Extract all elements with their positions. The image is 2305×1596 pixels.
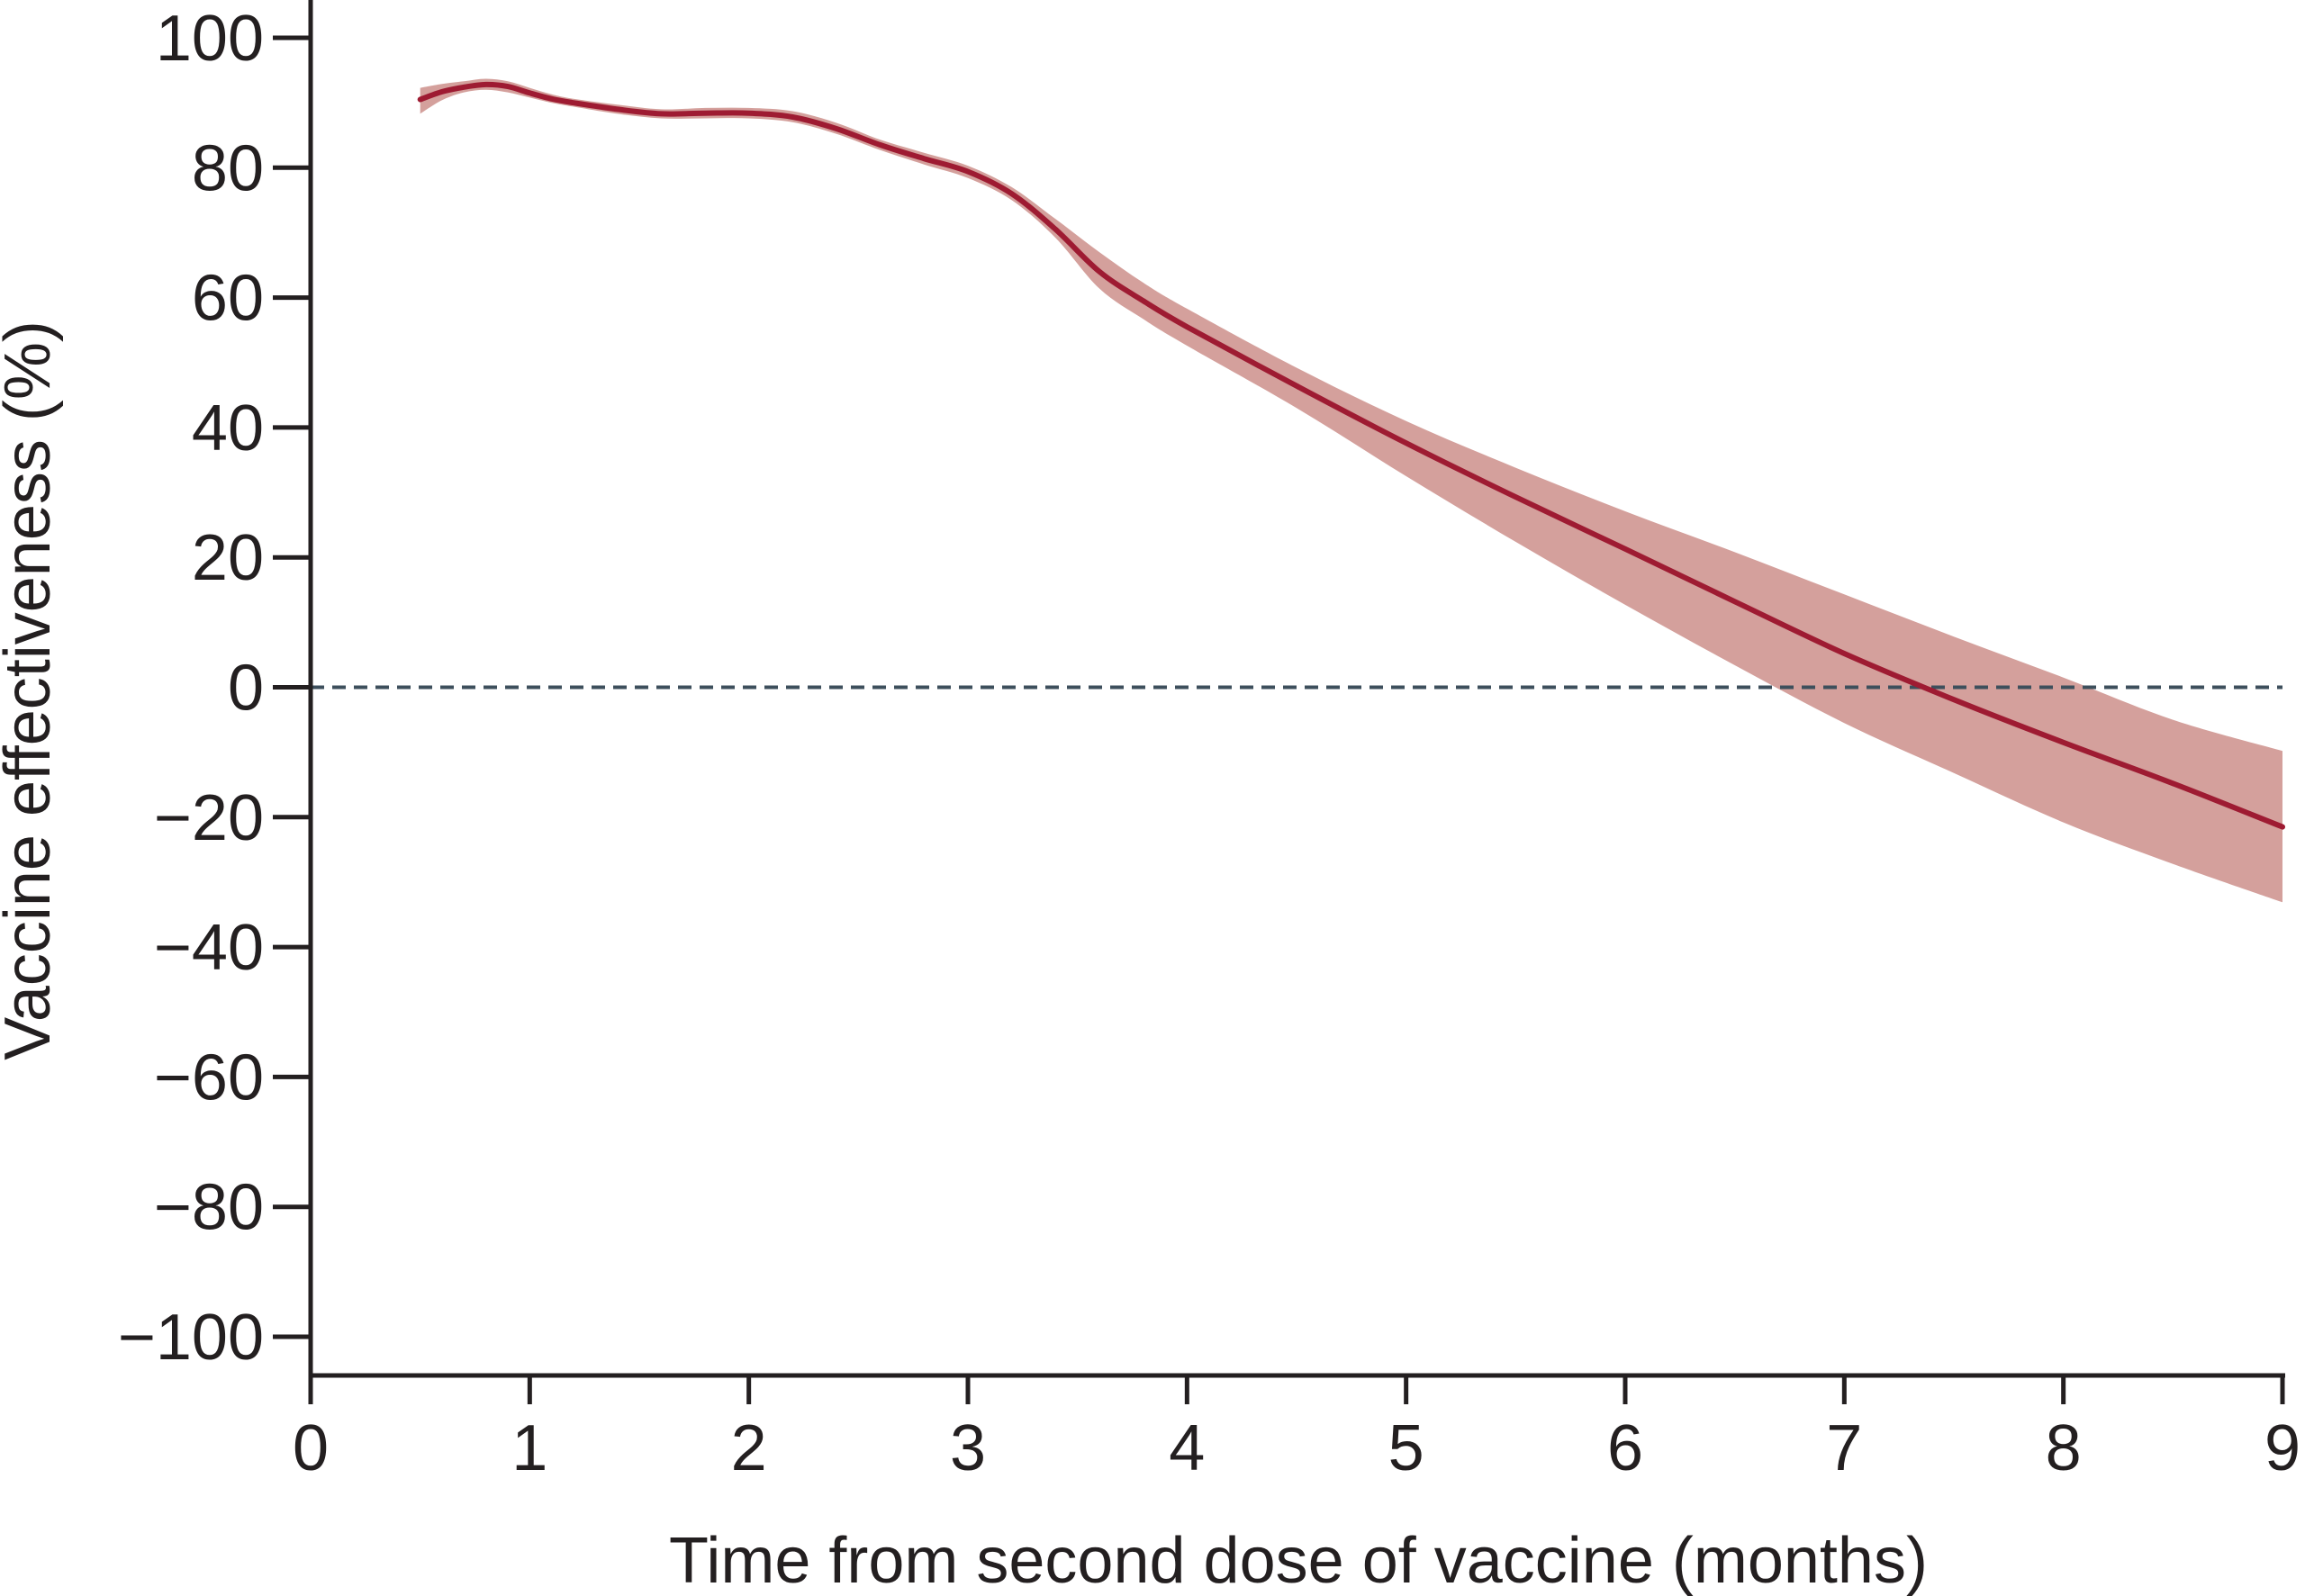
x-axis-title: Time from second dose of vaccine (months… [669,1525,1928,1596]
x-tick-label: 8 [2046,1412,2082,1484]
y-tick-label: 100 [156,3,264,75]
y-tick-label: 0 [228,653,264,725]
y-tick-label: 20 [192,522,264,594]
x-axis: 0 1 2 3 4 5 6 7 8 9 [293,1373,2300,1484]
y-tick-label: 40 [192,392,264,464]
y-tick-label: −40 [154,912,264,984]
x-tick-label: 9 [2264,1412,2300,1484]
y-tick-label: −20 [154,782,264,854]
x-tick-label: 6 [1607,1412,1643,1484]
x-tick-label: 4 [1169,1412,1205,1484]
x-tick-label: 1 [511,1412,547,1484]
y-axis: 100 80 60 40 20 0 −20 −40 −60 −80 −100 [118,0,313,1375]
x-tick-label: 5 [1388,1412,1424,1484]
x-tick-label: 3 [950,1412,986,1484]
y-axis-title: Vaccine effectiveness (%) [0,320,64,1060]
effectiveness-line [417,81,2285,830]
y-tick-label: −100 [118,1302,264,1374]
x-tick-label: 7 [1826,1412,1862,1484]
y-tick-label: −60 [154,1041,264,1114]
y-tick-label: −80 [154,1172,264,1244]
x-tick-label: 0 [293,1412,329,1484]
x-tick-label: 2 [731,1412,767,1484]
confidence-band [420,78,2283,903]
y-tick-label: 60 [192,263,264,335]
y-tick-label: 80 [192,132,264,204]
